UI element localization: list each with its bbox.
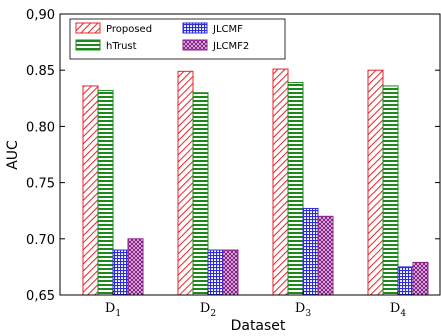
bar-jlcmf2-4: [412, 261, 429, 296]
y-tick-label: 0.85: [26, 64, 55, 79]
legend-label-htrust: hTrust: [106, 41, 137, 52]
plot-frame: [59, 13, 441, 296]
x-tick-label-2: D2: [200, 301, 216, 319]
bar-jlcmf-2: [207, 249, 224, 296]
legend-swatch-htrust: [75, 39, 101, 51]
bar-jlcmf2-1: [127, 238, 144, 296]
x-tick-label-3: D3: [295, 301, 311, 319]
legend-label-proposed: Proposed: [106, 24, 152, 35]
x-tick-label-4: D4: [390, 301, 406, 319]
bar-jlcmf-3: [302, 207, 319, 296]
legend-box: [69, 18, 286, 60]
legend-swatch-proposed: [75, 22, 101, 34]
legend-swatch-jlcmf2: [182, 39, 208, 51]
y-axis-title: AUC: [5, 140, 21, 170]
y-tick-label: 0,65: [26, 289, 55, 304]
legend-swatch-jlcmf: [182, 22, 208, 34]
y-tick-label: 0.75: [26, 177, 55, 192]
bar-jlcmf2-3: [317, 215, 334, 296]
y-tick-label: 0.80: [26, 120, 55, 135]
bar-htrust-1: [97, 89, 114, 296]
x-axis-title: Dataset: [231, 318, 286, 334]
axis-layer: 0,65 0.70 0.75 0.80 0.85 0,90 D1 D2 D3 D4: [26, 8, 440, 319]
bar-proposed-2: [177, 70, 194, 296]
bar-proposed-4: [367, 69, 384, 296]
bar-jlcmf2-2: [222, 249, 239, 296]
bar-htrust-2: [192, 92, 209, 296]
legend-label-jlcmf: JLCMF: [212, 24, 243, 35]
bars-layer: [82, 68, 429, 296]
y-tick-label: 0.70: [26, 233, 55, 248]
bar-proposed-3: [272, 68, 289, 296]
x-tick-label-1: D1: [105, 301, 121, 319]
bar-jlcmf-4: [397, 266, 414, 296]
bar-htrust-3: [287, 82, 304, 296]
legend: Proposed hTrust JLCMF JLCMF2: [69, 18, 286, 60]
bar-proposed-1: [82, 85, 99, 296]
bar-htrust-4: [382, 85, 399, 296]
legend-label-jlcmf2: JLCMF2: [212, 41, 249, 52]
y-tick-label: 0,90: [26, 8, 55, 23]
bar-jlcmf-1: [112, 249, 129, 296]
